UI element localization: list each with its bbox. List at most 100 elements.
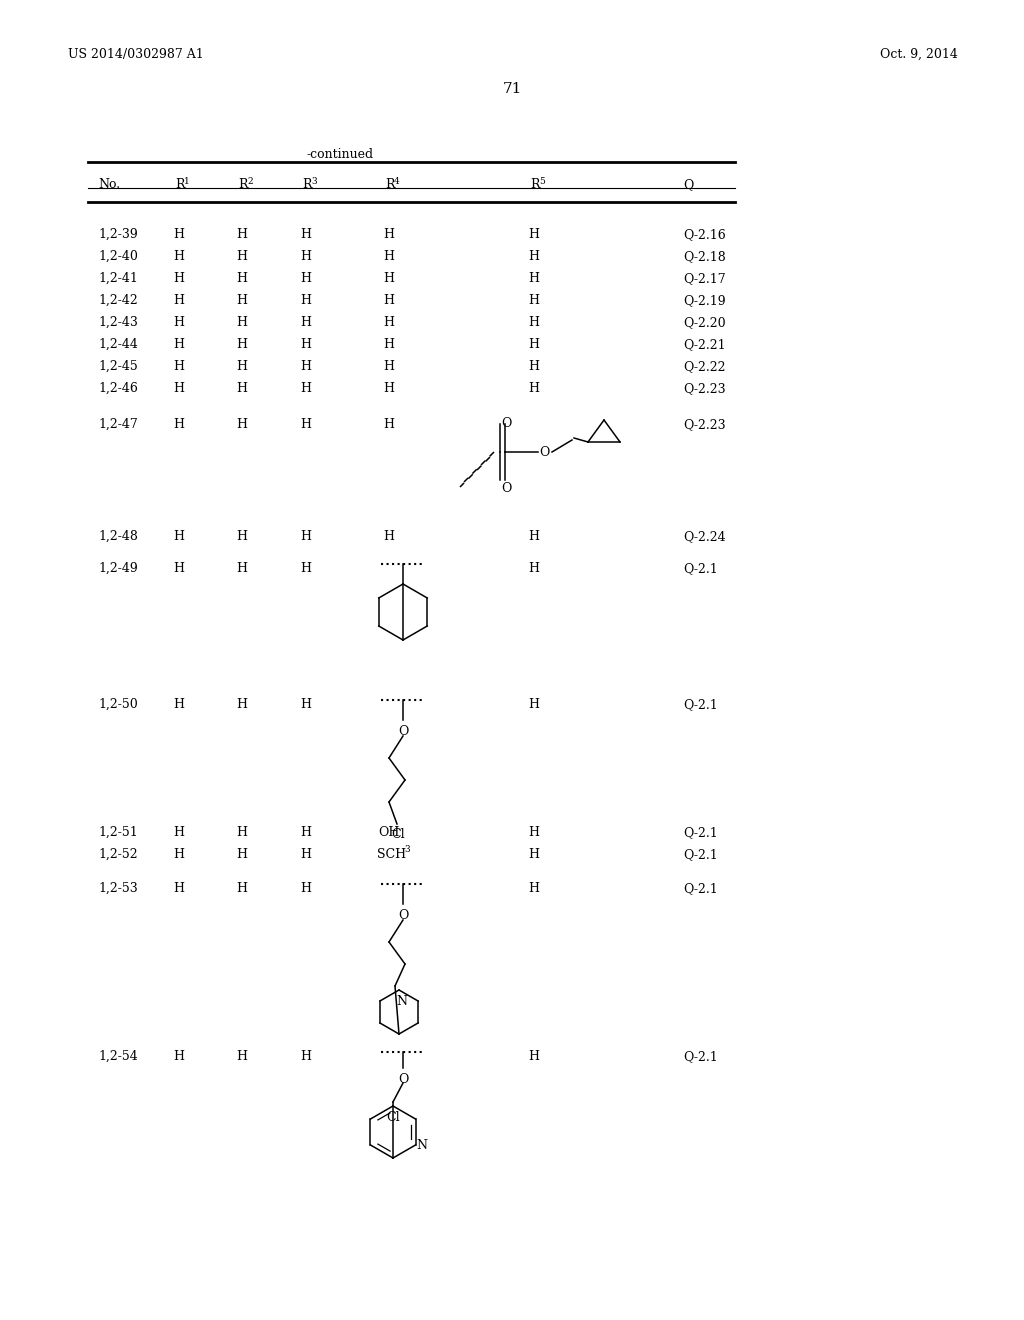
Text: H: H bbox=[300, 418, 311, 432]
Text: O: O bbox=[398, 725, 409, 738]
Text: H: H bbox=[237, 531, 248, 543]
Text: 1,2-43: 1,2-43 bbox=[98, 315, 138, 329]
Text: H: H bbox=[237, 826, 248, 840]
Text: 71: 71 bbox=[503, 82, 521, 96]
Text: 1,2-54: 1,2-54 bbox=[98, 1049, 138, 1063]
Text: H: H bbox=[528, 272, 540, 285]
Text: H: H bbox=[384, 294, 394, 308]
Text: H: H bbox=[528, 381, 540, 395]
Text: Q-2.16: Q-2.16 bbox=[683, 228, 726, 242]
Text: H: H bbox=[384, 338, 394, 351]
Text: H: H bbox=[528, 249, 540, 263]
Text: 1,2-44: 1,2-44 bbox=[98, 338, 138, 351]
Text: H: H bbox=[237, 882, 248, 895]
Text: R: R bbox=[530, 178, 540, 191]
Text: H: H bbox=[384, 418, 394, 432]
Text: US 2014/0302987 A1: US 2014/0302987 A1 bbox=[68, 48, 204, 61]
Text: H: H bbox=[300, 562, 311, 576]
Text: 1,2-50: 1,2-50 bbox=[98, 698, 138, 711]
Text: H: H bbox=[173, 294, 184, 308]
Text: Cl: Cl bbox=[391, 828, 404, 841]
Text: N: N bbox=[396, 995, 407, 1008]
Text: R: R bbox=[238, 178, 248, 191]
Text: H: H bbox=[300, 1049, 311, 1063]
Text: H: H bbox=[300, 826, 311, 840]
Text: H: H bbox=[173, 882, 184, 895]
Text: H: H bbox=[300, 381, 311, 395]
Text: H: H bbox=[528, 294, 540, 308]
Text: H: H bbox=[528, 315, 540, 329]
Text: 1,2-48: 1,2-48 bbox=[98, 531, 138, 543]
Text: H: H bbox=[300, 249, 311, 263]
Text: 4: 4 bbox=[394, 177, 399, 186]
Text: H: H bbox=[528, 847, 540, 861]
Text: H: H bbox=[300, 294, 311, 308]
Text: N: N bbox=[417, 1139, 427, 1152]
Text: H: H bbox=[173, 698, 184, 711]
Text: 3: 3 bbox=[404, 845, 410, 854]
Text: H: H bbox=[173, 249, 184, 263]
Text: H: H bbox=[173, 1049, 184, 1063]
Text: H: H bbox=[528, 882, 540, 895]
Text: H: H bbox=[528, 826, 540, 840]
Text: 1,2-40: 1,2-40 bbox=[98, 249, 138, 263]
Text: 1,2-49: 1,2-49 bbox=[98, 562, 138, 576]
Text: H: H bbox=[300, 315, 311, 329]
Text: H: H bbox=[237, 338, 248, 351]
Text: H: H bbox=[528, 228, 540, 242]
Text: H: H bbox=[300, 338, 311, 351]
Text: H: H bbox=[173, 531, 184, 543]
Text: Q-2.1: Q-2.1 bbox=[683, 698, 718, 711]
Text: 1,2-42: 1,2-42 bbox=[98, 294, 138, 308]
Text: R: R bbox=[385, 178, 394, 191]
Text: Q: Q bbox=[683, 178, 693, 191]
Text: H: H bbox=[384, 315, 394, 329]
Text: H: H bbox=[173, 826, 184, 840]
Text: R: R bbox=[175, 178, 184, 191]
Text: H: H bbox=[173, 338, 184, 351]
Text: Q-2.20: Q-2.20 bbox=[683, 315, 726, 329]
Text: H: H bbox=[528, 562, 540, 576]
Text: Cl: Cl bbox=[386, 1111, 399, 1125]
Text: H: H bbox=[237, 381, 248, 395]
Text: Q-2.18: Q-2.18 bbox=[683, 249, 726, 263]
Text: H: H bbox=[237, 272, 248, 285]
Text: H: H bbox=[237, 418, 248, 432]
Text: H: H bbox=[173, 562, 184, 576]
Text: H: H bbox=[237, 847, 248, 861]
Text: H: H bbox=[237, 249, 248, 263]
Text: H: H bbox=[384, 360, 394, 374]
Text: Q-2.1: Q-2.1 bbox=[683, 1049, 718, 1063]
Text: Q-2.1: Q-2.1 bbox=[683, 882, 718, 895]
Text: Oct. 9, 2014: Oct. 9, 2014 bbox=[880, 48, 958, 61]
Text: SCH: SCH bbox=[377, 847, 407, 861]
Text: H: H bbox=[384, 531, 394, 543]
Text: O: O bbox=[501, 482, 511, 495]
Text: -continued: -continued bbox=[306, 148, 374, 161]
Text: H: H bbox=[528, 698, 540, 711]
Text: H: H bbox=[300, 360, 311, 374]
Text: H: H bbox=[300, 228, 311, 242]
Text: Q-2.19: Q-2.19 bbox=[683, 294, 726, 308]
Text: Q-2.1: Q-2.1 bbox=[683, 562, 718, 576]
Text: H: H bbox=[237, 360, 248, 374]
Text: H: H bbox=[300, 882, 311, 895]
Text: H: H bbox=[173, 272, 184, 285]
Text: No.: No. bbox=[98, 178, 120, 191]
Text: O: O bbox=[398, 1073, 409, 1086]
Text: H: H bbox=[528, 360, 540, 374]
Text: O: O bbox=[501, 417, 511, 430]
Text: H: H bbox=[237, 294, 248, 308]
Text: H: H bbox=[528, 531, 540, 543]
Text: Q-2.23: Q-2.23 bbox=[683, 418, 726, 432]
Text: H: H bbox=[300, 847, 311, 861]
Text: 1: 1 bbox=[184, 177, 189, 186]
Text: 1,2-39: 1,2-39 bbox=[98, 228, 138, 242]
Text: 5: 5 bbox=[539, 177, 545, 186]
Text: H: H bbox=[237, 698, 248, 711]
Text: H: H bbox=[173, 847, 184, 861]
Text: H: H bbox=[173, 381, 184, 395]
Text: H: H bbox=[237, 315, 248, 329]
Text: H: H bbox=[384, 249, 394, 263]
Text: 1,2-51: 1,2-51 bbox=[98, 826, 138, 840]
